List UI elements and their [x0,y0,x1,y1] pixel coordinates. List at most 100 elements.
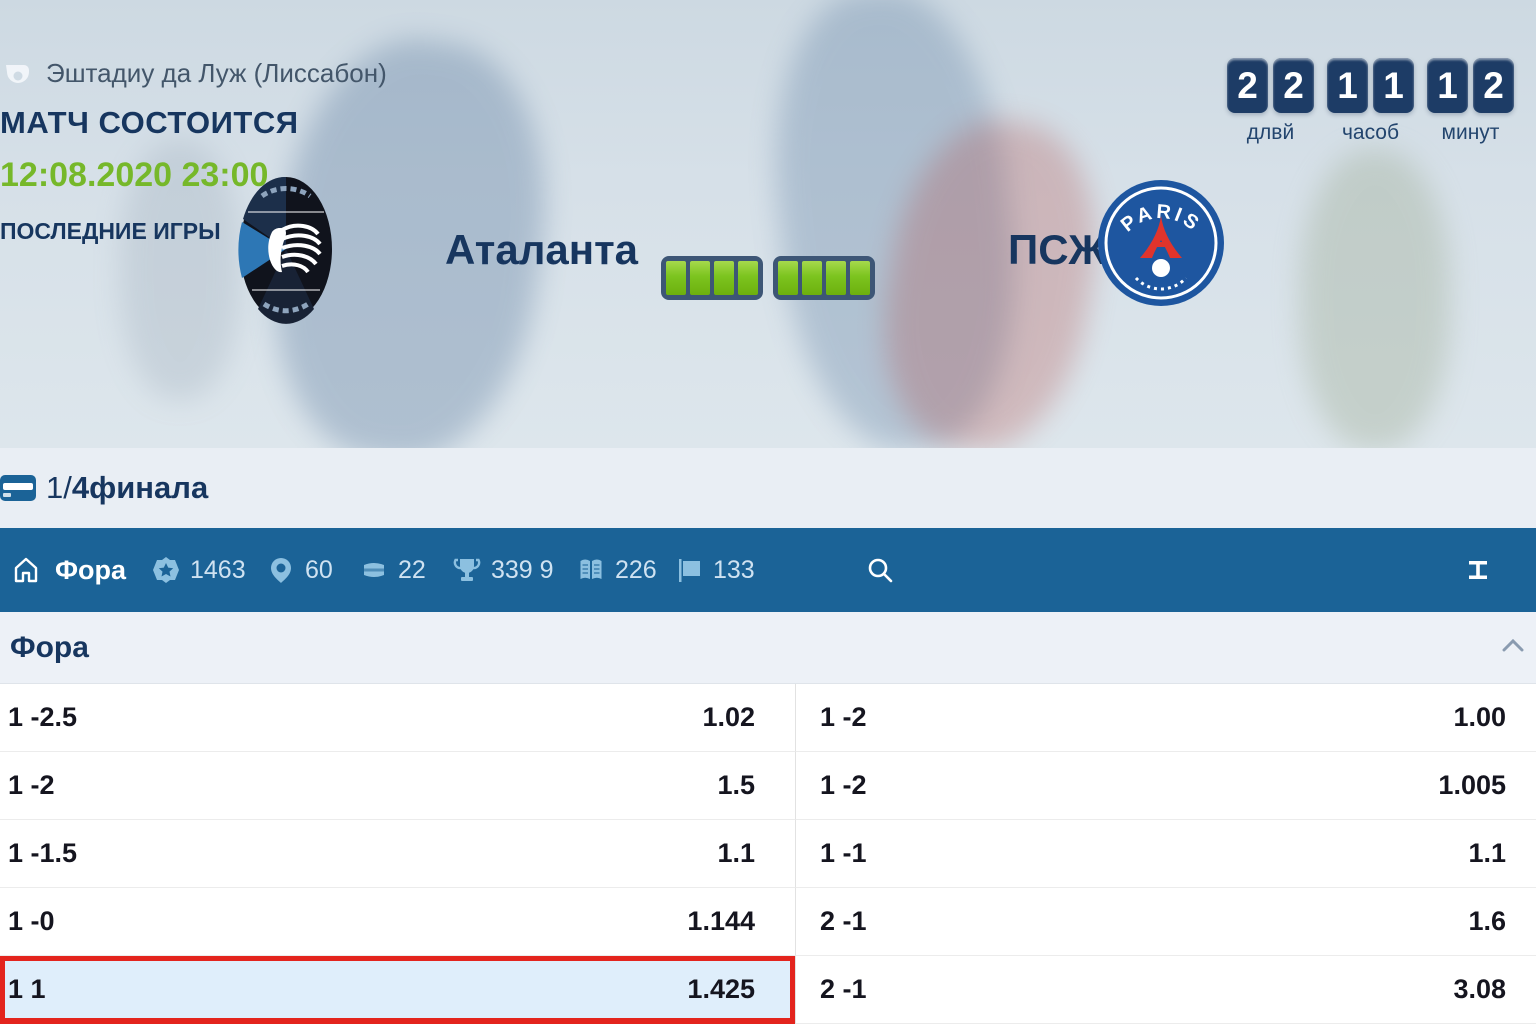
odds-value: 3.08 [1453,974,1506,1004]
odds-cell[interactable]: 1 -1.5 1.1 [0,820,795,888]
columns-toggle-button[interactable] [1464,528,1492,612]
countdown-digit: 2 [1273,58,1314,113]
nav-item-book[interactable]: 226 [577,528,657,612]
odds-cell[interactable]: 1 -2 1.00 [795,684,1536,752]
odds-value: 1.5 [717,770,755,800]
section-title: Фора [10,630,89,664]
game-result-cell [690,261,710,295]
ticket-icon [0,475,36,501]
odds-label: 1 -2.5 [8,702,78,732]
countdown-digit: 1 [1327,58,1368,113]
last-games-label: ПОСЛЕДНИЕ ИГРЫ [0,218,221,244]
game-result-cell [850,261,870,295]
box-icon [364,563,384,577]
markets-navbar: Фора 1463 60 22 339 9 [0,528,1536,612]
countdown-hours-label: часоб [1341,121,1400,144]
match-banner: Эштадиу да Луж (Лиссабон) 2 2 1 1 1 2 дл… [0,0,1536,448]
odds-cell[interactable]: 1 -2 1.005 [795,752,1536,820]
odds-value: 1.1 [717,838,755,868]
countdown-digit: 1 [1373,58,1414,113]
odds-value: 1.6 [1468,906,1506,936]
fora-section-header[interactable]: Фора [0,612,1536,684]
nav-item-location[interactable]: 60 [267,528,333,612]
away-last-games-bar [773,256,875,300]
home-team-name: Аталанта [445,226,639,273]
countdown-days-label: длвй [1246,121,1295,144]
countdown-digit: 2 [1227,58,1268,113]
nav-count: 22 [398,555,426,584]
last-games-bars [0,256,1536,300]
stage-title: 1/4финала [46,470,208,506]
odds-column-left: 1 -2.5 1.02 1 -2 1.5 1 -1.5 1.1 1 -0 1.1… [0,684,795,1024]
match-datetime: 12:08.2020 23:00 [0,156,269,194]
atalanta-logo [238,176,332,324]
nav-item-trophy[interactable]: 339 9 [453,528,554,612]
game-result-cell [802,261,822,295]
book-icon [580,559,602,579]
chevron-up-icon[interactable] [1502,638,1524,652]
odds-cell[interactable]: 1 -2 1.5 [0,752,795,820]
countdown-minutes: 1 2 [1427,58,1514,113]
psg-logo: PARIS [1098,180,1224,306]
odds-value: 1.005 [1438,770,1506,800]
stage-label: 4финала [71,470,209,505]
stage-prefix: 1/ [46,470,72,505]
odds-cell-selected[interactable]: 1 1 1.425 [0,956,795,1024]
search-icon [868,558,893,583]
nav-count: 226 [615,555,657,584]
odds-table: 1 -2.5 1.02 1 -2 1.5 1 -1.5 1.1 1 -0 1.1… [0,684,1536,1024]
odds-label: 1 -2 [820,702,867,732]
odds-column-right: 1 -2 1.00 1 -2 1.005 1 -1 1.1 2 -1 1.6 2… [795,684,1536,1024]
whistle-icon [6,64,29,83]
odds-cell[interactable]: 2 -1 1.6 [795,888,1536,956]
odds-cell[interactable]: 1 -2.5 1.02 [0,684,795,752]
game-result-cell [778,261,798,295]
odds-label: 1 -1 [820,838,867,868]
nav-item-popular[interactable]: 1463 [152,528,246,612]
star-badge-icon [153,557,179,583]
odds-label: 1 -0 [8,906,55,936]
stadium-name: Эштадиу да Луж (Лиссабон) [46,58,387,88]
stage-bar: 1/4финала [0,448,1536,528]
game-result-cell [666,261,686,295]
odds-cell[interactable]: 1 -0 1.144 [0,888,795,956]
background-player-silhouette [120,140,240,400]
odds-label: 1 -2 [820,770,867,800]
game-result-cell [738,261,758,295]
nav-count: 133 [713,555,755,584]
home-last-games-bar [661,256,763,300]
background-player-silhouette [1300,150,1450,448]
nav-item-box[interactable]: 22 [360,528,426,612]
odds-value: 1.144 [687,906,755,936]
nav-count: 339 9 [491,555,554,584]
odds-value: 1.425 [687,974,755,1004]
home-button[interactable] [12,528,40,612]
countdown-timer: 2 2 1 1 1 2 длвй часоб минут [1227,58,1514,145]
nav-count: 60 [305,555,333,584]
odds-cell[interactable]: 2 -1 3.08 [795,956,1536,1024]
ibeam-icon [1469,561,1487,579]
odds-value: 1.1 [1468,838,1506,868]
nav-item-flag[interactable]: 133 [675,528,755,612]
odds-label: 2 -1 [820,974,867,1004]
game-result-cell [714,261,734,295]
countdown-digit: 1 [1427,58,1468,113]
odds-value: 1.02 [702,702,755,732]
countdown-days: 2 2 [1227,58,1314,113]
odds-label: 2 -1 [820,906,867,936]
stadium-info: Эштадиу да Луж (Лиссабон) [2,58,387,89]
countdown-minutes-label: минут [1441,121,1500,144]
odds-label: 1 -2 [8,770,55,800]
search-button[interactable] [866,528,894,612]
odds-cell[interactable]: 1 -1 1.1 [795,820,1536,888]
location-pin-icon [271,558,291,583]
nav-count: 1463 [190,555,246,584]
odds-label: 1 -1.5 [8,838,78,868]
odds-label: 1 1 [8,974,46,1004]
game-result-cell [826,261,846,295]
odds-value: 1.00 [1453,702,1506,732]
flag-icon [679,559,700,582]
match-status-title: МАТЧ СОСТОИТСЯ [0,105,299,140]
tab-fora[interactable]: Фора [55,554,127,585]
home-icon [14,557,38,583]
